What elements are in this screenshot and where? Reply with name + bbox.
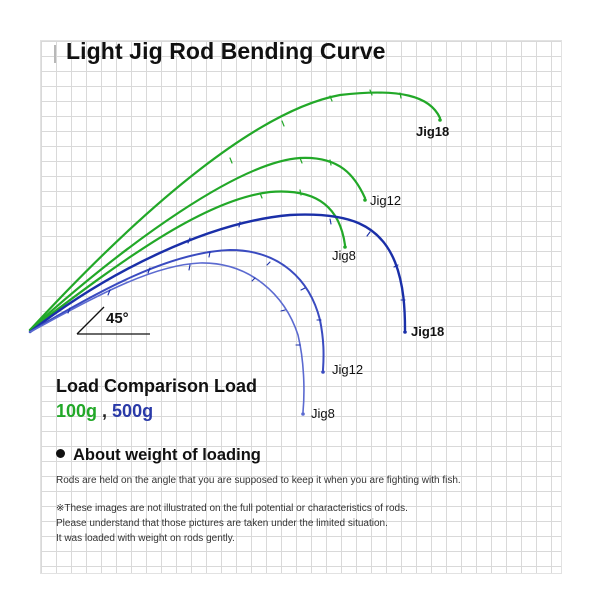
load-green-value: 100g (56, 401, 98, 421)
about-heading-text: About weight of loading (73, 446, 261, 464)
angle-marker-45 (76, 306, 150, 335)
bullet-icon (56, 449, 65, 458)
label-jig18-green: Jig18 (416, 124, 450, 139)
page-title: Light Jig Rod Bending Curve (66, 38, 386, 64)
label-jig8-blue: Jig8 (311, 406, 335, 421)
label-jig12-green: Jig12 (370, 193, 402, 208)
curve-blue-jig12 (29, 248, 325, 371)
curve-green-jig8 (28, 190, 347, 332)
guide-ticks-green (229, 89, 402, 199)
curve-blue-jig18 (28, 213, 407, 334)
curve-green-jig12 (28, 156, 367, 332)
angle-label: 45° (106, 310, 129, 327)
curve-blue-jig8 (29, 262, 305, 413)
curve-tips (301, 118, 442, 416)
guide-ticks-blue (67, 218, 406, 346)
label-jig8-green: Jig8 (332, 248, 356, 263)
about-heading: About weight of loading (56, 446, 261, 465)
about-note-3: It was loaded with weight on rods gently… (56, 533, 235, 544)
title-accent-bar (54, 45, 56, 63)
load-values: 100g , 500g (56, 401, 153, 422)
about-note-2: Please understand that those pictures ar… (56, 518, 388, 529)
about-line-1: Rods are held on the angle that you are … (56, 475, 461, 486)
grid-background (40, 40, 562, 574)
curve-green-jig18 (28, 91, 442, 332)
load-comparison-title: Load Comparison Load (56, 376, 258, 396)
label-jig18-blue: Jig18 (411, 324, 445, 339)
about-note-1: ※These images are not illustrated on the… (56, 503, 408, 514)
label-jig12-blue: Jig12 (332, 362, 364, 377)
load-blue-value: 500g (112, 401, 154, 421)
load-separator: , (97, 401, 113, 421)
